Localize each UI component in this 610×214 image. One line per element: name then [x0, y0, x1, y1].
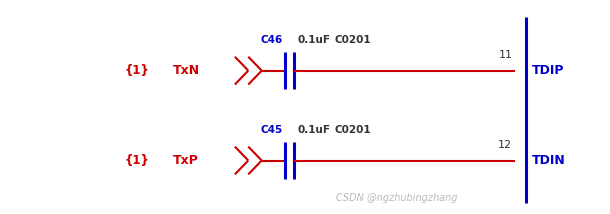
Text: C46: C46 [260, 35, 282, 45]
Text: {1}: {1} [125, 64, 149, 77]
Text: CSDN @ngzhubingzhang: CSDN @ngzhubingzhang [336, 193, 457, 203]
Text: {1}: {1} [125, 154, 149, 167]
Text: TxN: TxN [173, 64, 199, 77]
Text: TxP: TxP [173, 154, 199, 167]
Text: 0.1uF: 0.1uF [298, 35, 331, 45]
Text: 0.1uF: 0.1uF [298, 125, 331, 135]
Text: C0201: C0201 [334, 125, 371, 135]
Text: C45: C45 [260, 125, 282, 135]
Text: 11: 11 [498, 50, 512, 60]
Text: TDIN: TDIN [532, 154, 565, 167]
Text: 12: 12 [498, 140, 512, 150]
Text: TDIP: TDIP [532, 64, 564, 77]
Text: C0201: C0201 [334, 35, 371, 45]
